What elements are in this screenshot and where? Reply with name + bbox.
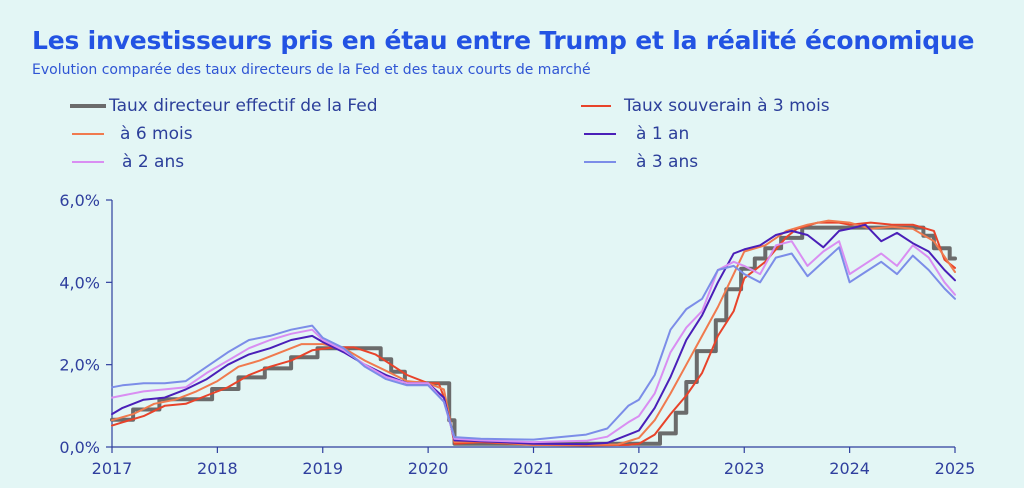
legend-swatch-1y bbox=[584, 133, 616, 135]
chart-series bbox=[110, 219, 957, 447]
series-line-6m bbox=[111, 219, 956, 446]
legend-label-3y: à 3 ans bbox=[636, 152, 699, 172]
series-line-fed bbox=[110, 225, 957, 446]
x-tick-label: 2020 bbox=[408, 459, 449, 478]
legend-swatch-2y bbox=[72, 161, 104, 163]
legend-item-6m: à 6 mois bbox=[72, 123, 193, 145]
legend-swatch-3m bbox=[581, 105, 611, 107]
series-line-2y bbox=[111, 240, 956, 444]
chart-ticks: 0,0% 2,0% 4,0% 6,0% 2017 2018 2019 2020 2021 2022… bbox=[59, 191, 975, 478]
legend-label-6m: à 6 mois bbox=[120, 124, 193, 144]
x-tick-label: 2023 bbox=[724, 459, 765, 478]
legend-swatch-3y bbox=[584, 161, 616, 163]
legend-swatch-6m bbox=[72, 133, 104, 135]
x-tick-label: 2017 bbox=[92, 459, 133, 478]
chart-legend: Taux directeur effectif de la Fed Taux s… bbox=[0, 0, 1024, 180]
x-tick-label: 2025 bbox=[935, 459, 976, 478]
x-tick-label: 2022 bbox=[619, 459, 660, 478]
legend-swatch-fed bbox=[70, 104, 106, 108]
x-tick-label: 2018 bbox=[197, 459, 238, 478]
y-tick-label: 4,0% bbox=[59, 273, 100, 292]
series-line-3y bbox=[111, 246, 956, 441]
legend-item-1y: à 1 an bbox=[584, 123, 689, 145]
legend-item-fed: Taux directeur effectif de la Fed bbox=[70, 95, 378, 117]
legend-label-fed: Taux directeur effectif de la Fed bbox=[109, 96, 378, 116]
x-tick-label: 2024 bbox=[829, 459, 870, 478]
legend-item-3y: à 3 ans bbox=[584, 151, 698, 173]
legend-item-2y: à 2 ans bbox=[72, 151, 184, 173]
legend-item-3m: Taux souverain à 3 mois bbox=[581, 95, 830, 117]
legend-label-1y: à 1 an bbox=[636, 124, 690, 144]
y-tick-label: 0,0% bbox=[59, 438, 100, 457]
legend-label-3m: Taux souverain à 3 mois bbox=[624, 96, 830, 116]
y-tick-label: 6,0% bbox=[59, 191, 100, 210]
y-tick-label: 2,0% bbox=[59, 356, 100, 375]
chart-title: Les investisseurs pris en étau entre Tru… bbox=[32, 26, 975, 55]
chart-subtitle: Evolution comparée des taux directeurs d… bbox=[32, 62, 591, 78]
x-tick-label: 2021 bbox=[513, 459, 554, 478]
x-tick-label: 2019 bbox=[302, 459, 343, 478]
series-line-1y bbox=[111, 223, 956, 446]
legend-label-2y: à 2 ans bbox=[122, 152, 185, 172]
chart-axes bbox=[111, 200, 955, 448]
